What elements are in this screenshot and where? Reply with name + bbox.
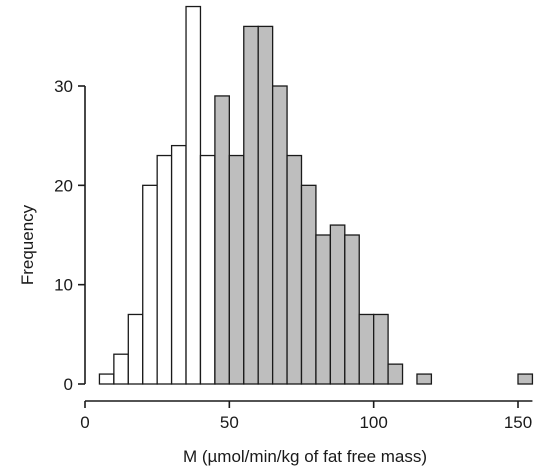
histogram-bar [329,224,346,385]
histogram-bars [98,5,534,385]
histogram-bar [344,234,360,385]
axes: 0 10 20 30 0 50 100 150 [54,77,533,432]
histogram-bar [156,154,173,385]
histogram-bar [517,373,534,385]
y-tick-label: 20 [54,176,73,195]
histogram-bar [358,313,375,385]
histogram-bar [214,95,230,385]
y-tick-label: 30 [54,77,73,96]
y-tick-label: 10 [54,276,73,295]
histogram-bar [113,353,129,385]
histogram-bar [127,313,144,385]
histogram-bar [185,5,202,385]
histogram-bar [300,184,317,385]
histogram-bar [315,234,332,385]
x-tick-label: 50 [220,413,239,432]
histogram-bar [416,373,433,385]
histogram-bar [373,313,389,385]
histogram-bar [199,154,216,385]
histogram-bar [243,25,259,385]
histogram-bar [271,85,288,385]
x-tick-label: 0 [80,413,89,432]
x-axis-title: M (µmol/min/kg of fat free mass) [183,447,427,466]
x-tick-label: 150 [504,413,532,432]
x-tick-label: 100 [359,413,387,432]
histogram-bar [170,144,187,385]
histogram-bar [228,154,245,385]
y-tick-label: 0 [64,375,73,394]
histogram-bar [286,154,303,385]
histogram-bar [257,25,274,385]
histogram-bar [98,373,115,385]
histogram-bar [387,363,404,385]
histogram-bar [142,184,158,385]
y-axis-title: Frequency [18,204,37,285]
